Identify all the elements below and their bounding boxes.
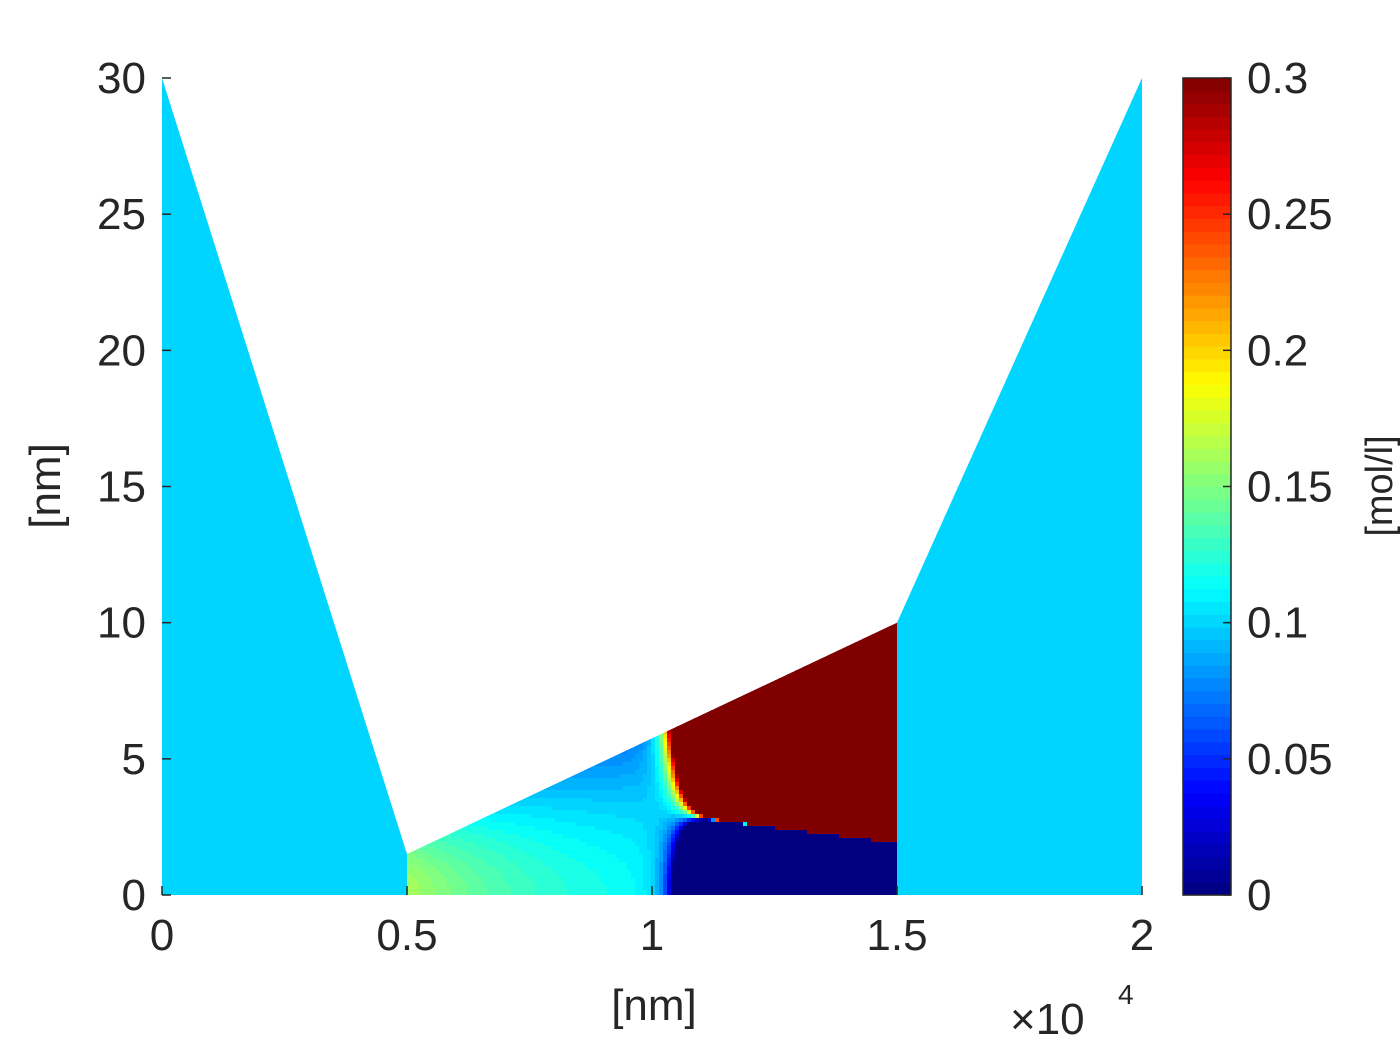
x-tick-label: 0 <box>150 911 174 960</box>
x-tick-label: 2 <box>1130 911 1154 960</box>
concentration-field <box>407 622 897 895</box>
colorbar-tick-label: 0.2 <box>1247 326 1308 375</box>
y-axis-label: [nm] <box>21 443 70 529</box>
y-tick-label: 5 <box>122 735 146 784</box>
y-tick-label: 30 <box>97 54 146 103</box>
colorbar-tick-label: 0.15 <box>1247 463 1333 512</box>
colorbar-tick-label: 0.1 <box>1247 599 1308 648</box>
y-tick-label: 25 <box>97 190 146 239</box>
plot-area <box>162 78 1142 895</box>
x-axis-exponent: ×10 4 <box>1010 979 1134 1044</box>
colorbar-label: [mol/l] <box>1359 435 1400 536</box>
x-tick-label: 1 <box>640 911 664 960</box>
colorbar-tick-label: 0 <box>1247 871 1271 920</box>
y-tick-label: 20 <box>97 326 146 375</box>
x-axis: 0 0.5 1 1.5 2 <box>150 886 1154 960</box>
x-tick-label: 1.5 <box>866 911 927 960</box>
x-axis-label: [nm] <box>611 981 697 1030</box>
colorbar-gradient <box>1183 78 1231 896</box>
colorbar-tick-label: 0.3 <box>1247 54 1308 103</box>
x-tick-label: 0.5 <box>376 911 437 960</box>
colorbar-ticks: 0 0.05 0.1 0.15 0.2 0.25 0.3 <box>1223 54 1333 920</box>
y-axis: 0 5 10 15 20 25 30 <box>97 54 171 920</box>
x-axis-multiplier: ×10 <box>1010 995 1085 1044</box>
left-reservoir-region <box>162 78 407 895</box>
colorbar-tick-label: 0.05 <box>1247 735 1333 784</box>
y-tick-label: 15 <box>97 463 146 512</box>
y-tick-label: 0 <box>122 871 146 920</box>
x-axis-exponent-value: 4 <box>1118 979 1134 1010</box>
right-reservoir-region <box>897 78 1142 895</box>
y-tick-label: 10 <box>97 599 146 648</box>
colorbar-tick-label: 0.25 <box>1247 190 1333 239</box>
colorbar: 0 0.05 0.1 0.15 0.2 0.25 0.3 [mol/l] <box>1182 54 1400 920</box>
